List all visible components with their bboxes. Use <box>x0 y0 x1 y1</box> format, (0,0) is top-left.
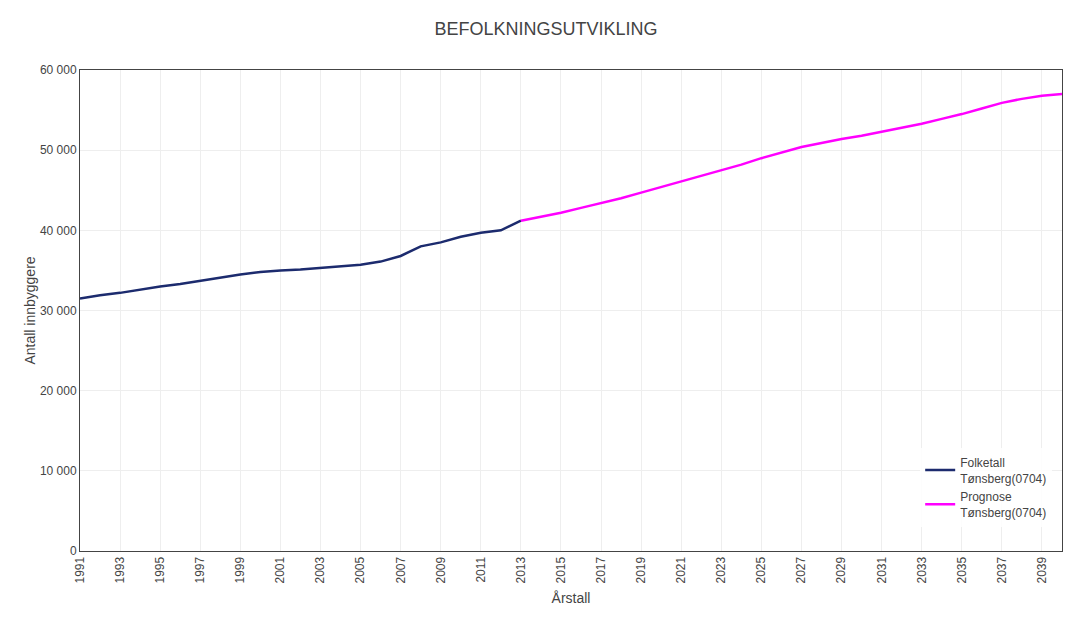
svg-text:Årstall: Årstall <box>552 590 591 606</box>
svg-text:2015: 2015 <box>554 556 568 583</box>
svg-text:2021: 2021 <box>674 556 688 583</box>
svg-text:10 000: 10 000 <box>40 464 77 478</box>
svg-text:2005: 2005 <box>353 556 367 583</box>
svg-text:2011: 2011 <box>474 556 488 582</box>
svg-text:FolketallTønsberg(0704): FolketallTønsberg(0704) <box>960 456 1046 486</box>
svg-text:1995: 1995 <box>153 556 167 583</box>
svg-text:1999: 1999 <box>233 556 247 583</box>
svg-text:2023: 2023 <box>714 556 728 583</box>
svg-text:Antall innbyggere: Antall innbyggere <box>22 256 38 364</box>
svg-text:2033: 2033 <box>915 556 929 583</box>
svg-text:2037: 2037 <box>995 556 1009 583</box>
svg-text:2017: 2017 <box>594 556 608 583</box>
svg-text:2013: 2013 <box>514 556 528 583</box>
svg-text:0: 0 <box>70 544 77 558</box>
svg-text:60 000: 60 000 <box>40 63 77 77</box>
svg-text:40 000: 40 000 <box>40 224 77 238</box>
svg-text:2019: 2019 <box>634 556 648 583</box>
svg-text:2039: 2039 <box>1035 556 1049 583</box>
svg-text:20 000: 20 000 <box>40 384 77 398</box>
svg-text:2007: 2007 <box>394 556 408 583</box>
svg-text:2031: 2031 <box>875 556 889 583</box>
svg-text:2035: 2035 <box>955 556 969 583</box>
svg-text:PrognoseTønsberg(0704): PrognoseTønsberg(0704) <box>960 490 1046 520</box>
svg-text:1993: 1993 <box>113 556 127 583</box>
svg-text:2029: 2029 <box>834 556 848 583</box>
svg-text:50 000: 50 000 <box>40 143 77 157</box>
svg-text:BEFOLKNINGSUTVIKLING: BEFOLKNINGSUTVIKLING <box>434 19 657 39</box>
svg-text:2001: 2001 <box>273 556 287 583</box>
svg-text:2025: 2025 <box>754 556 768 583</box>
svg-text:30 000: 30 000 <box>40 304 77 318</box>
svg-text:1991: 1991 <box>73 556 87 583</box>
svg-text:2003: 2003 <box>313 556 327 583</box>
svg-text:2027: 2027 <box>794 556 808 583</box>
svg-text:1997: 1997 <box>193 556 207 583</box>
svg-text:2009: 2009 <box>434 556 448 583</box>
